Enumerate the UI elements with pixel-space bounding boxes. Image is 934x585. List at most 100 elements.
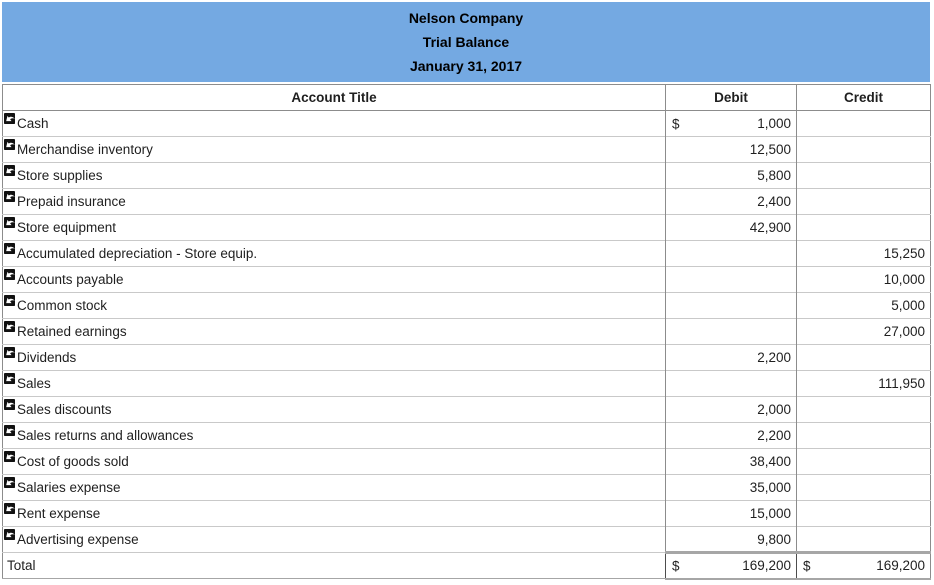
debit-cell: 42,900 (665, 214, 797, 241)
credit-cell (796, 448, 931, 475)
credit-cell (796, 188, 931, 215)
debit-value: 2,200 (757, 350, 791, 365)
debit-cell: 2,400 (665, 188, 797, 215)
account-title: Accumulated depreciation - Store equip. (17, 246, 258, 261)
undo-arrow-icon[interactable] (4, 373, 15, 384)
credit-cell (796, 344, 931, 371)
undo-arrow-icon[interactable] (4, 165, 15, 176)
account-title: Sales discounts (17, 402, 112, 417)
account-title: Merchandise inventory (17, 142, 153, 157)
credit-value: 15,250 (883, 246, 925, 261)
column-header-account-title: Account Title (2, 84, 666, 111)
table-row: Store equipment 42,900 (2, 214, 931, 241)
credit-cell (796, 136, 931, 163)
account-title-cell: Cash (2, 110, 666, 137)
undo-arrow-icon[interactable] (4, 347, 15, 358)
credit-cell (796, 474, 931, 501)
total-row: Total $169,200 $169,200 (2, 551, 931, 580)
debit-value: 15,000 (749, 506, 791, 521)
table-row: Retained earnings 27,000 (2, 318, 931, 345)
table-row: Prepaid insurance 2,400 (2, 188, 931, 215)
total-credit-value: 169,200 (876, 558, 925, 574)
undo-arrow-icon[interactable] (4, 139, 15, 150)
account-title: Retained earnings (17, 324, 127, 339)
account-title: Cost of goods sold (17, 454, 129, 469)
debit-value: 2,200 (757, 428, 791, 443)
debit-cell: 9,800 (665, 526, 797, 553)
undo-arrow-icon[interactable] (4, 503, 15, 514)
credit-cell: 15,250 (796, 240, 931, 267)
account-title: Common stock (17, 298, 108, 313)
undo-arrow-icon[interactable] (4, 399, 15, 410)
account-title: Dividends (17, 350, 77, 365)
dollar-sign: $ (672, 116, 680, 131)
account-title: Prepaid insurance (17, 194, 126, 209)
column-header-credit: Credit (796, 84, 931, 111)
undo-arrow-icon[interactable] (4, 451, 15, 462)
account-title-cell: Accounts payable (2, 266, 666, 293)
credit-cell (796, 110, 931, 137)
trial-balance-table: Account Title Debit Credit Cash $1,000 Mer… (2, 84, 931, 580)
credit-value: 10,000 (883, 272, 925, 287)
table-row: Cost of goods sold 38,400 (2, 448, 931, 475)
account-title: Salaries expense (17, 480, 121, 495)
account-title: Advertising expense (17, 532, 139, 547)
account-title-cell: Common stock (2, 292, 666, 319)
account-title-cell: Sales (2, 370, 666, 397)
credit-cell: 27,000 (796, 318, 931, 345)
debit-value: 12,500 (749, 142, 791, 157)
undo-arrow-icon[interactable] (4, 243, 15, 254)
credit-cell: 5,000 (796, 292, 931, 319)
credit-value: 5,000 (891, 298, 925, 313)
credit-cell (796, 422, 931, 449)
account-title-cell: Sales discounts (2, 396, 666, 423)
table-row: Rent expense 15,000 (2, 500, 931, 527)
debit-cell: 38,400 (665, 448, 797, 475)
undo-arrow-icon[interactable] (4, 295, 15, 306)
account-title-cell: Rent expense (2, 500, 666, 527)
account-title: Sales returns and allowances (17, 428, 194, 443)
account-title-cell: Retained earnings (2, 318, 666, 345)
undo-arrow-icon[interactable] (4, 425, 15, 436)
account-title-cell: Accumulated depreciation - Store equip. (2, 240, 666, 267)
account-title: Cash (17, 116, 49, 131)
debit-value: 2,400 (757, 194, 791, 209)
debit-cell (665, 266, 797, 293)
undo-arrow-icon[interactable] (4, 321, 15, 332)
debit-cell: 2,000 (665, 396, 797, 423)
debit-cell: 2,200 (665, 344, 797, 371)
debit-cell: 5,800 (665, 162, 797, 189)
account-title-cell: Cost of goods sold (2, 448, 666, 475)
debit-cell: 2,200 (665, 422, 797, 449)
report-date: January 31, 2017 (409, 58, 523, 74)
table-header-row: Account Title Debit Credit (2, 84, 931, 111)
credit-value: 111,950 (878, 376, 925, 391)
account-title-cell: Dividends (2, 344, 666, 371)
credit-value: 27,000 (883, 324, 925, 339)
undo-arrow-icon[interactable] (4, 477, 15, 488)
credit-cell (796, 162, 931, 189)
table-row: Sales discounts 2,000 (2, 396, 931, 423)
account-title-cell: Sales returns and allowances (2, 422, 666, 449)
dollar-sign: $ (803, 558, 811, 574)
undo-arrow-icon[interactable] (4, 113, 15, 124)
report-banner: Nelson Company Trial Balance January 31,… (2, 2, 930, 82)
debit-cell (665, 318, 797, 345)
undo-arrow-icon[interactable] (4, 217, 15, 228)
debit-value: 5,800 (757, 168, 791, 183)
table-row: Salaries expense 35,000 (2, 474, 931, 501)
account-title-cell: Store equipment (2, 214, 666, 241)
account-title: Accounts payable (17, 272, 124, 287)
credit-cell (796, 396, 931, 423)
undo-arrow-icon[interactable] (4, 269, 15, 280)
account-title-cell: Prepaid insurance (2, 188, 666, 215)
undo-arrow-icon[interactable] (4, 191, 15, 202)
account-title-cell: Salaries expense (2, 474, 666, 501)
account-title: Rent expense (17, 506, 101, 521)
debit-cell: 35,000 (665, 474, 797, 501)
undo-arrow-icon[interactable] (4, 529, 15, 540)
account-title-cell: Advertising expense (2, 526, 666, 553)
credit-cell: 111,950 (796, 370, 931, 397)
debit-value: 35,000 (749, 480, 791, 495)
